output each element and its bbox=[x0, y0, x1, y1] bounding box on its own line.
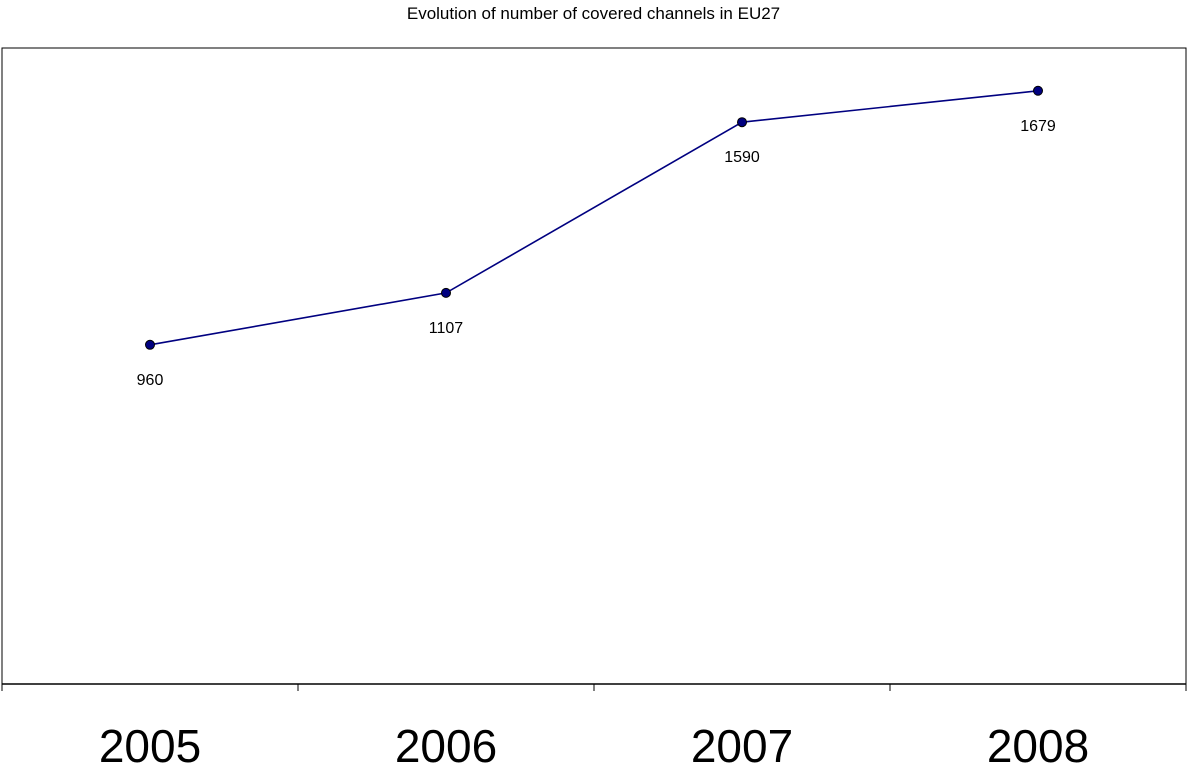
data-label: 1679 bbox=[1020, 118, 1056, 135]
series-line bbox=[149, 90, 1039, 346]
x-tick-label: 2006 bbox=[395, 720, 497, 772]
data-point bbox=[737, 117, 747, 128]
x-tick-label: 2007 bbox=[691, 720, 793, 772]
x-tick-label: 2005 bbox=[99, 720, 201, 772]
data-label: 960 bbox=[137, 372, 164, 389]
data-point bbox=[145, 339, 155, 350]
data-labels: 960 1107 1590 1679 bbox=[137, 118, 1056, 389]
plot-area bbox=[1, 47, 1187, 685]
series-line-group bbox=[149, 90, 1039, 346]
data-label: 1590 bbox=[724, 149, 760, 166]
data-label: 1107 bbox=[429, 320, 464, 337]
chart-title: Evolution of number of covered channels … bbox=[406, 4, 781, 23]
data-point bbox=[441, 287, 451, 298]
x-axis-ticks bbox=[1, 684, 1187, 691]
x-tick-label: 2008 bbox=[987, 720, 1089, 772]
data-point bbox=[1033, 85, 1043, 96]
x-axis-labels: 2005 2006 2007 2008 bbox=[99, 720, 1089, 772]
plot-border bbox=[1, 47, 1187, 684]
data-markers bbox=[145, 85, 1043, 350]
